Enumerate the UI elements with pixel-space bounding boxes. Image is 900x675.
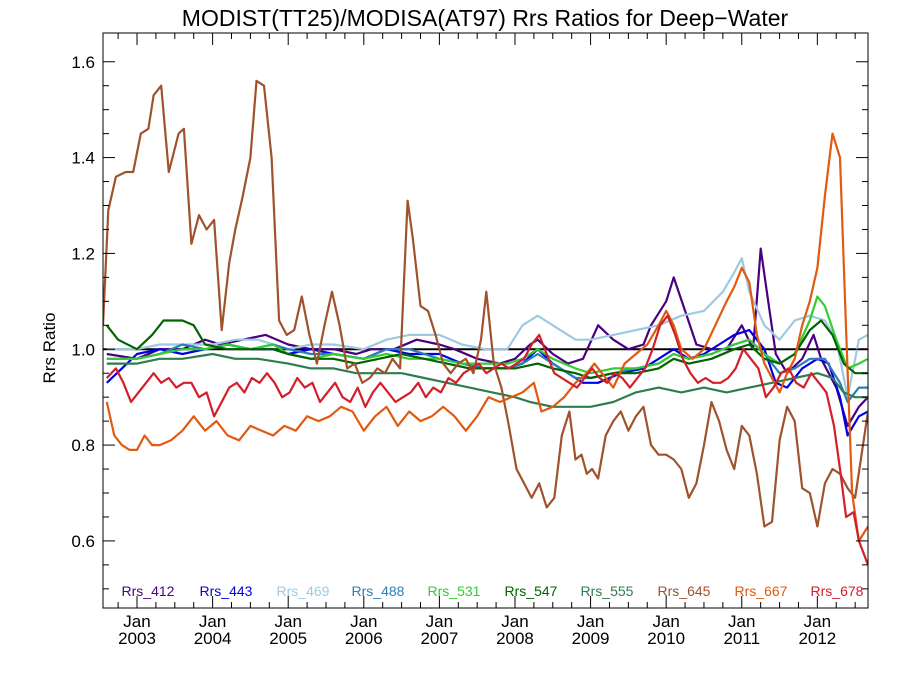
series-line-rrs_645 [103,79,868,528]
x-tick-label-month: Jan [274,612,301,631]
x-tick-label-year: 2005 [269,629,307,648]
x-tick-label-year: 2008 [496,629,534,648]
x-tick-label-year: 2011 [723,629,760,648]
series-line-rrs_547 [105,319,868,380]
x-tick-label-year: 2006 [345,629,383,648]
y-tick-label: 0.8 [71,436,95,455]
plot-frame [102,32,869,609]
legend: Rrs_412 Rrs_443 Rrs_469 Rrs_488 Rrs_531 Rrs_5… [122,583,864,599]
series-line-rrs_678 [106,314,868,566]
legend-entry-rrs_678: Rrs_678 [811,583,864,599]
y-tick-label: 1.0 [71,340,95,359]
legend-entry-rrs_443: Rrs_443 [200,583,253,599]
x-tick-label-year: 2003 [118,629,156,648]
y-tick-label: 1.6 [71,53,95,72]
x-tick-label-month: Jan [804,612,831,631]
x-tick-label-month: Jan [501,612,528,631]
x-tick-label-year: 2004 [194,629,232,648]
x-tick-label-month: Jan [728,612,755,631]
series-line-rrs_531 [106,295,868,375]
y-tick-label: 0.6 [71,532,95,551]
axes: 0.60.81.01.21.41.6Jan2003Jan2004Jan2005J… [71,32,869,648]
series-line-rrs_412 [106,247,868,427]
legend-entry-rrs_645: Rrs_645 [658,583,711,599]
legend-entry-rrs_412: Rrs_412 [122,583,175,599]
x-tick-label-month: Jan [577,612,604,631]
x-tick-label-year: 2007 [420,629,458,648]
legend-entry-rrs_547: Rrs_547 [505,583,558,599]
x-tick-label-year: 2012 [798,629,836,648]
x-tick-label-year: 2009 [572,629,610,648]
series-line-rrs_667 [105,132,868,542]
x-tick-label-month: Jan [350,612,377,631]
y-tick-label: 1.4 [71,149,95,168]
legend-entry-rrs_488: Rrs_488 [352,583,405,599]
x-tick-label-month: Jan [426,612,453,631]
legend-entry-rrs_469: Rrs_469 [277,583,330,599]
x-tick-label-month: Jan [123,612,150,631]
legend-entry-rrs_555: Rrs_555 [581,583,634,599]
x-tick-label-month: Jan [652,612,679,631]
legend-entry-rrs_667: Rrs_667 [735,583,788,599]
x-tick-label-month: Jan [199,612,226,631]
x-tick-label-year: 2010 [647,629,685,648]
legend-entry-rrs_531: Rrs_531 [428,583,481,599]
series-layer [103,79,868,566]
y-axis-label: Rrs Ratio [40,313,59,384]
y-tick-label: 1.2 [71,244,95,263]
chart-title: MODIST(TT25)/MODISA(AT97) Rrs Ratios for… [182,5,789,31]
